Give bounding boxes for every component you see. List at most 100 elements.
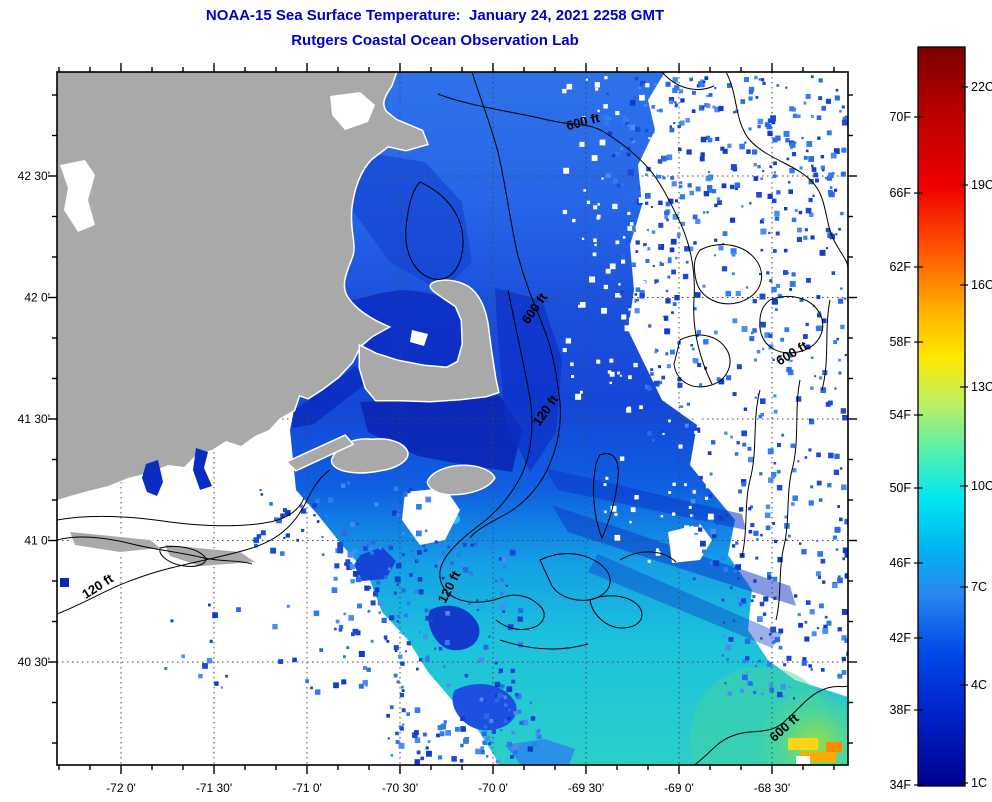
data-speckle xyxy=(710,528,716,535)
data-speckle xyxy=(804,636,810,642)
data-speckle xyxy=(822,169,825,172)
data-speckle xyxy=(280,513,285,518)
data-speckle xyxy=(844,638,848,643)
data-speckle xyxy=(697,441,703,447)
data-speckle xyxy=(731,252,736,257)
data-speckle xyxy=(819,603,824,609)
data-speckle xyxy=(692,214,698,220)
data-speckle xyxy=(782,695,785,698)
data-speckle xyxy=(438,755,443,760)
data-speckle xyxy=(665,310,670,315)
data-speckle xyxy=(809,419,815,425)
data-speckle xyxy=(758,78,761,81)
data-speckle xyxy=(627,211,631,215)
data-speckle xyxy=(775,308,778,311)
data-speckle xyxy=(721,183,727,189)
data-speckle xyxy=(401,532,405,535)
data-speckle xyxy=(827,483,832,488)
data-speckle xyxy=(799,298,804,302)
contour-right-loop xyxy=(759,296,824,354)
data-speckle xyxy=(723,634,726,638)
data-speckle xyxy=(381,617,387,623)
data-speckle xyxy=(485,599,488,602)
data-speckle xyxy=(803,235,808,240)
data-speckle xyxy=(708,93,713,97)
colorbar-celsius-label: 7C xyxy=(971,580,987,594)
data-speckle xyxy=(406,641,411,646)
data-speckle xyxy=(738,507,744,512)
data-speckle xyxy=(743,622,747,626)
data-speckle xyxy=(370,600,376,606)
data-speckle xyxy=(628,375,632,380)
colorbar-label-layer: 70F 66F 62F 58F 54F 50F 46F 42F 38F 34F 22C 19C 16C 1… xyxy=(889,80,992,792)
data-speckle xyxy=(462,567,469,573)
data-speckle xyxy=(374,502,379,507)
data-speckle xyxy=(778,628,784,634)
data-speckle xyxy=(661,155,667,162)
data-speckle xyxy=(398,654,403,659)
data-speckle xyxy=(760,398,766,404)
data-speckle xyxy=(770,115,776,122)
data-speckle xyxy=(423,634,428,640)
long-island-fragment xyxy=(67,530,164,554)
data-speckle xyxy=(338,624,344,630)
data-speckle xyxy=(836,337,840,341)
capecod-bay-water xyxy=(350,290,466,368)
data-speckle xyxy=(814,375,817,378)
data-speckle xyxy=(808,197,813,203)
data-speckle xyxy=(690,344,693,347)
cold-streak xyxy=(588,554,782,648)
data-speckle xyxy=(797,460,800,463)
data-speckle xyxy=(789,288,793,291)
data-speckle xyxy=(412,732,418,738)
data-speckle xyxy=(738,602,743,606)
data-speckle xyxy=(473,542,478,547)
data-speckle xyxy=(646,247,651,251)
data-speckle xyxy=(407,490,411,494)
data-speckle xyxy=(383,575,388,579)
data-speckle xyxy=(259,489,262,492)
data-speckle xyxy=(390,754,394,757)
data-speckle xyxy=(352,571,359,577)
data-speckle xyxy=(616,183,621,188)
contour-600ft-southeast xyxy=(693,685,848,765)
data-speckle xyxy=(743,407,748,411)
data-speckle xyxy=(705,135,711,140)
data-speckle xyxy=(849,84,853,88)
data-speckle xyxy=(276,517,282,524)
data-speckle xyxy=(348,615,354,621)
data-speckle xyxy=(668,491,672,494)
data-speckle xyxy=(678,444,683,449)
data-speckle xyxy=(670,176,675,180)
x-axis-tick-label: -72 0' xyxy=(106,781,136,795)
data-speckle xyxy=(507,741,512,747)
data-speckle xyxy=(437,560,444,566)
data-speckle xyxy=(694,292,701,298)
data-speckle xyxy=(735,109,739,113)
data-speckle xyxy=(844,573,848,579)
data-speckle xyxy=(418,589,424,595)
data-speckle xyxy=(727,143,732,148)
data-speckle xyxy=(745,582,748,585)
data-speckle xyxy=(704,471,709,477)
data-speckle xyxy=(603,284,608,290)
data-speckle xyxy=(679,181,683,184)
data-speckle xyxy=(713,560,720,567)
data-speckle xyxy=(804,620,808,624)
data-speckle xyxy=(804,228,808,232)
data-speckle xyxy=(586,200,591,205)
data-speckle xyxy=(497,693,503,699)
data-speckle xyxy=(300,508,307,514)
data-speckle xyxy=(585,78,588,81)
data-speckle xyxy=(209,639,213,643)
data-speckle xyxy=(529,701,533,705)
data-speckle xyxy=(678,184,683,189)
data-speckle xyxy=(612,154,616,158)
data-speckle xyxy=(789,142,796,148)
data-speckle xyxy=(797,114,801,119)
data-speckle xyxy=(652,113,659,120)
data-speckle xyxy=(733,111,736,114)
data-speckle xyxy=(811,167,817,172)
contour-right-squiggle xyxy=(775,379,801,621)
data-speckle xyxy=(321,553,325,556)
